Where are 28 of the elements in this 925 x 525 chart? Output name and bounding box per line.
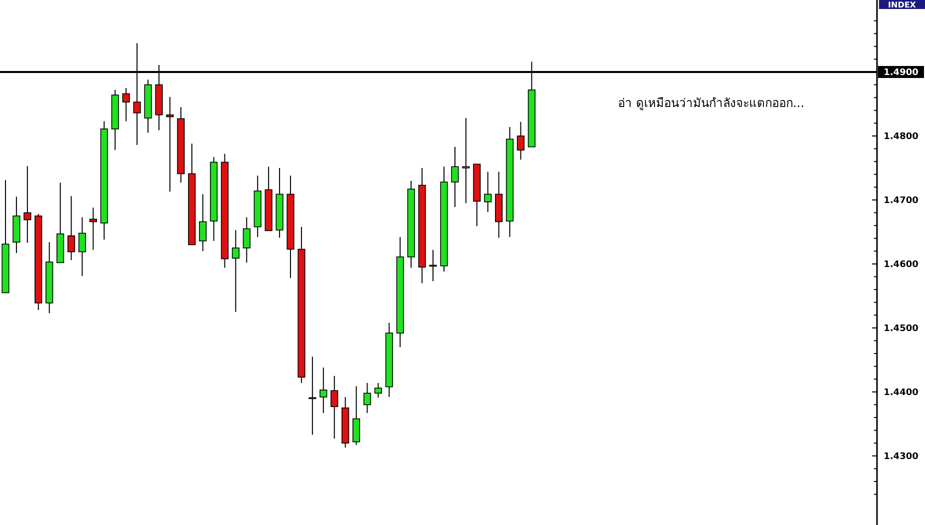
candlestick <box>484 171 492 213</box>
candlestick <box>352 386 360 446</box>
candlestick <box>363 382 372 414</box>
candlestick <box>330 375 338 440</box>
candlestick <box>89 207 97 250</box>
candlestick <box>242 216 250 264</box>
candlestick <box>320 367 328 414</box>
y-tick-label: 1.4300 <box>884 452 918 462</box>
candlestick <box>166 96 174 192</box>
candlestick <box>122 87 130 122</box>
y-tick-label: 1.4700 <box>884 196 918 206</box>
y-tick-label: 1.4500 <box>884 324 918 334</box>
candlestick <box>462 118 470 204</box>
candlestick <box>24 166 32 244</box>
candlestick <box>232 230 240 312</box>
y-tick-label: 1.4800 <box>884 132 918 142</box>
candlestick <box>451 146 459 208</box>
text: INDEX <box>888 0 917 10</box>
candlestick <box>429 249 437 282</box>
candlestick <box>516 121 525 160</box>
candlestick <box>78 216 86 277</box>
candlestick <box>67 196 76 261</box>
candlestick <box>374 382 382 398</box>
y-tick-label: 1.4400 <box>884 388 918 398</box>
candlestick <box>199 194 207 252</box>
annotation: อ่า ดูเหมือนว่ามันกำลังจะแตกออก... <box>618 96 804 112</box>
ref-line-label: 1.4900 <box>884 68 918 78</box>
y-tick-label: 1.4600 <box>884 260 918 270</box>
